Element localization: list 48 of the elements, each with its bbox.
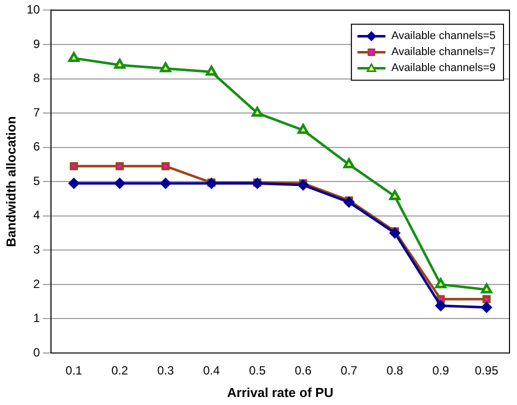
point — [298, 124, 309, 134]
point — [252, 106, 263, 117]
x-tick-label: 0.3 — [157, 364, 174, 378]
y-tick-label: 0 — [33, 345, 40, 360]
y-tick-label: 8 — [33, 71, 40, 86]
y-tick-label: 6 — [33, 140, 40, 154]
point — [435, 278, 446, 288]
point — [68, 178, 80, 189]
legend-label: Available channels=7 — [391, 46, 496, 58]
point — [343, 158, 355, 168]
point — [344, 196, 354, 208]
point — [160, 178, 171, 189]
legend-label: Available channels=9 — [391, 62, 496, 74]
point — [480, 283, 492, 294]
x-axis-title: Arrival rate of PU — [227, 384, 334, 400]
point — [435, 300, 446, 311]
x-tick-label: 0.2 — [111, 364, 128, 378]
point — [68, 52, 80, 62]
y-tick-label: 7 — [33, 105, 40, 120]
x-tick-label: 0.4 — [203, 364, 220, 378]
point — [482, 295, 491, 304]
x-tick-label: 0.6 — [294, 364, 312, 378]
point — [116, 162, 124, 170]
y-tick-label: 4 — [33, 208, 40, 222]
y-tick-label: 2 — [33, 276, 40, 291]
x-tick-label: 0.95 — [474, 364, 499, 378]
point — [389, 190, 400, 200]
y-tick-label: 5 — [33, 174, 40, 188]
y-tick-label: 9 — [33, 36, 40, 51]
x-tick-label: 0.9 — [432, 364, 450, 378]
x-tick-label: 0.8 — [386, 364, 404, 378]
y-tick-label: 10 — [26, 2, 40, 17]
point — [162, 162, 170, 170]
point — [114, 178, 125, 189]
point — [390, 228, 400, 238]
legend-label: Available channels=5 — [391, 30, 496, 42]
point — [114, 58, 126, 69]
point — [298, 180, 308, 190]
x-tick-label: 0.7 — [340, 364, 358, 378]
point — [206, 66, 218, 76]
point — [70, 162, 78, 170]
point — [160, 62, 172, 72]
y-tick-label: 1 — [33, 311, 40, 326]
x-tick-label: 0.1 — [66, 364, 83, 378]
y-axis-title: Bandwidth allocation — [3, 116, 18, 247]
point — [481, 302, 492, 313]
y-tick-label: 3 — [33, 242, 40, 256]
x-tick-label: 0.5 — [248, 364, 266, 378]
